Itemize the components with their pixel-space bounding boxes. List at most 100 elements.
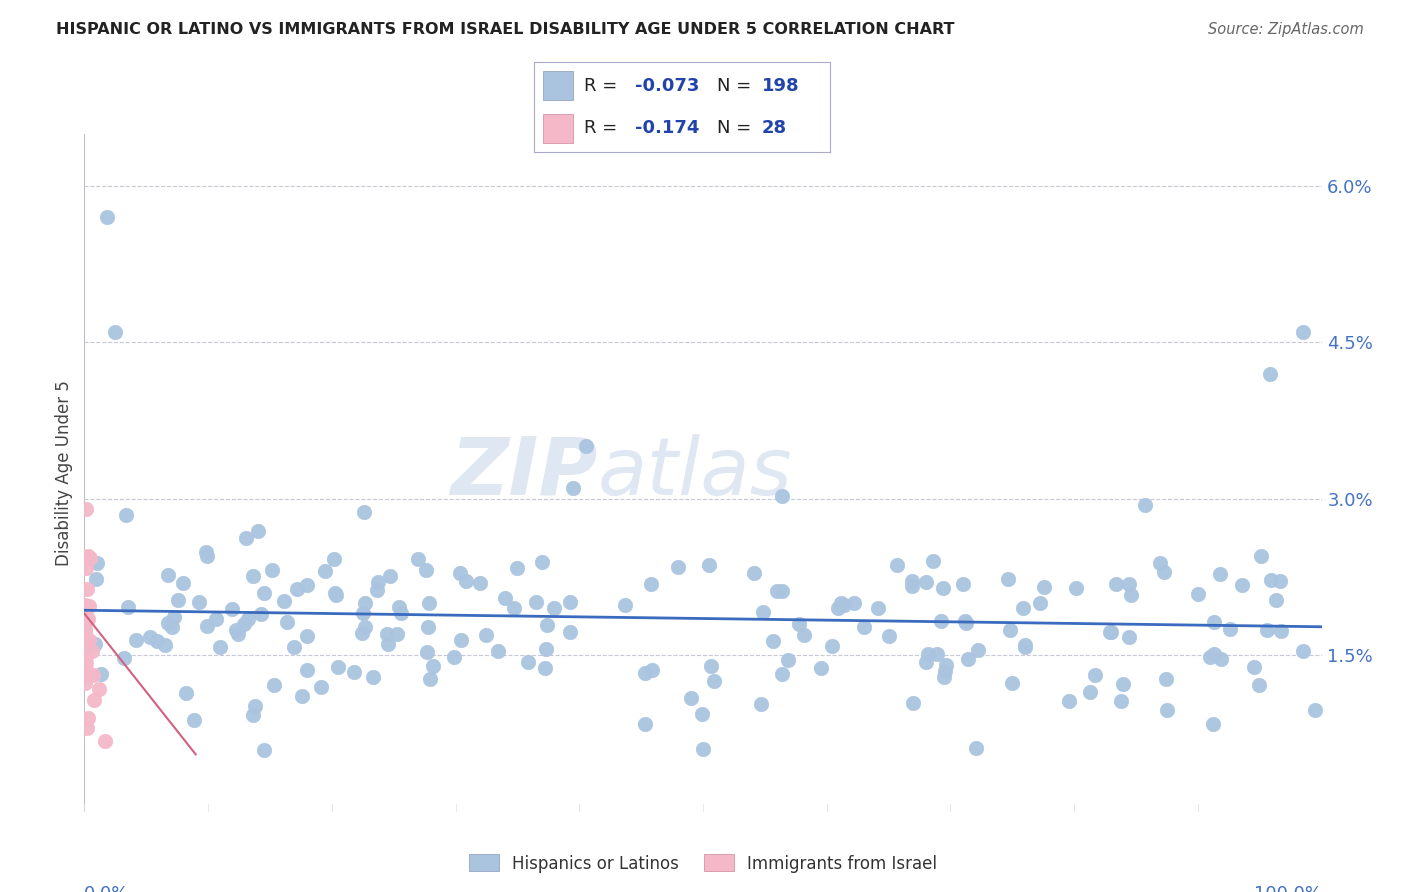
Text: atlas: atlas [598,434,793,512]
Point [1099,625,1122,640]
Point [450,633,472,648]
Point [558,624,581,639]
Point [997,572,1019,586]
Point [1118,630,1140,644]
Point [868,600,890,615]
Point [931,614,953,628]
Text: R =: R = [585,120,623,137]
Point [770,489,793,503]
Point [73,639,96,653]
Point [94,733,117,747]
Point [1219,622,1241,636]
Point [422,658,444,673]
Point [76,582,98,597]
Point [1105,576,1128,591]
Point [352,606,374,620]
Point [283,640,305,654]
Point [524,595,547,609]
Point [494,591,516,605]
Point [955,616,977,631]
Point [1149,556,1171,570]
Point [1202,717,1225,731]
Point [377,637,399,651]
Point [285,582,308,596]
Point [575,439,598,453]
Point [242,708,264,723]
Point [314,564,336,578]
Point [353,620,375,634]
Point [353,596,375,610]
Text: Source: ZipAtlas.com: Source: ZipAtlas.com [1208,22,1364,37]
Point [75,624,97,638]
Point [1078,685,1101,699]
Legend: Hispanics or Latinos, Immigrants from Israel: Hispanics or Latinos, Immigrants from Is… [463,847,943,880]
Point [309,680,332,694]
Point [914,656,936,670]
Point [75,502,97,516]
Point [1153,565,1175,579]
Point [1001,675,1024,690]
Point [966,643,988,657]
Point [531,555,554,569]
Point [1111,694,1133,708]
Point [832,599,855,613]
Point [195,544,218,558]
Point [353,505,375,519]
Point [416,620,439,634]
Point [842,596,865,610]
Point [112,651,135,665]
Point [536,618,558,632]
Point [73,615,96,629]
Point [810,661,832,675]
Point [751,605,773,619]
Point [84,637,107,651]
Point [1118,577,1140,591]
Point [468,576,491,591]
Point [325,588,347,602]
Point [1270,624,1292,639]
Point [221,602,243,616]
Point [76,721,98,735]
Point [1112,677,1135,691]
Point [830,596,852,610]
Point [326,660,349,674]
Point [770,667,793,681]
Point [697,558,720,572]
Text: N =: N = [717,77,758,95]
Point [1156,703,1178,717]
Text: 28: 28 [762,120,787,137]
Point [79,551,101,566]
Point [793,628,815,642]
Point [225,623,247,637]
Point [827,600,849,615]
Point [1011,601,1033,615]
Point [1292,325,1315,339]
Text: -0.174: -0.174 [634,120,699,137]
Point [454,574,477,588]
Point [208,640,231,655]
Point [1014,640,1036,654]
Point [749,698,772,712]
Point [666,560,689,574]
Point [449,566,471,580]
Point [558,595,581,609]
Point [534,661,557,675]
Point [852,620,875,634]
Point [375,626,398,640]
Text: -0.073: -0.073 [634,77,699,95]
Point [174,685,197,699]
Point [252,585,274,599]
Point [77,632,100,647]
Point [167,593,190,607]
Point [295,578,318,592]
Point [263,678,285,692]
Point [534,642,557,657]
Point [117,599,139,614]
Point [295,629,318,643]
Point [1032,580,1054,594]
Point [634,666,657,681]
Point [73,622,96,636]
Point [195,618,218,632]
Point [506,561,529,575]
Point [1260,573,1282,587]
